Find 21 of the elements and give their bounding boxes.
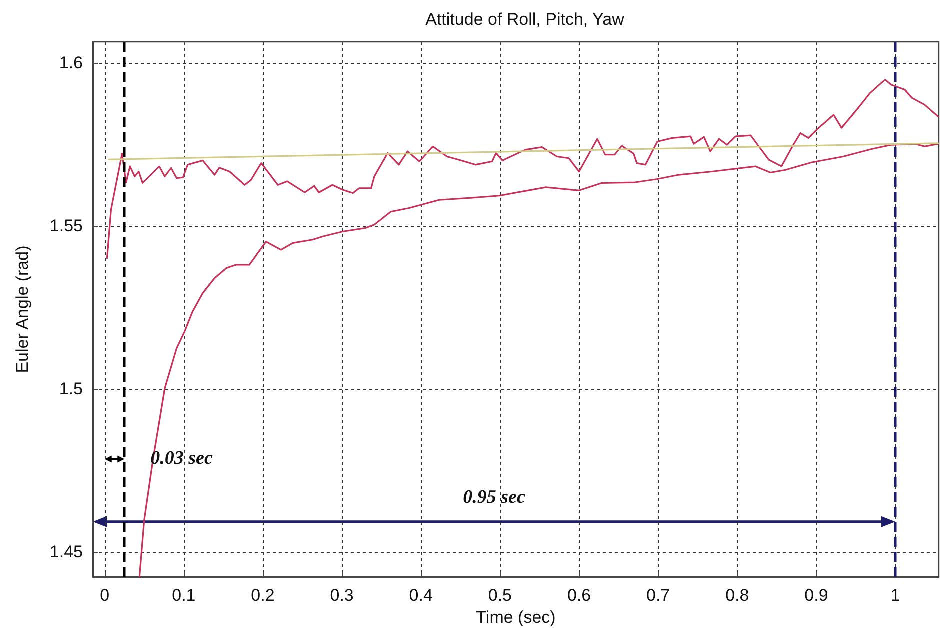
x-tick-label: 0.2 [251,586,275,605]
y-tick-label: 1.6 [59,53,83,72]
y-tick-label: 1.5 [59,379,83,398]
x-tick-label: 1 [890,586,900,605]
x-tick-label: 0.9 [804,586,828,605]
x-tick-label: 0.8 [726,586,750,605]
y-axis-title: Euler Angle (rad) [13,246,32,374]
x-axis-title: Time (sec) [476,608,556,627]
x-tick-label: 0.3 [330,586,354,605]
chart-title: Attitude of Roll, Pitch, Yaw [426,10,626,29]
x-tick-label: 0.4 [409,586,433,605]
y-tick-label: 1.45 [50,542,83,562]
line-series [106,79,940,260]
annotation: 0.95 sec [463,486,526,509]
x-tick-label: 0.1 [172,586,196,605]
x-tick-label: 0 [100,586,110,605]
x-tick-label: 0.6 [567,586,592,605]
line-series [138,143,940,578]
x-tick-label: 0.7 [646,586,670,605]
x-tick-label: 0.5 [488,586,512,605]
y-tick-label: 1.55 [50,216,83,236]
